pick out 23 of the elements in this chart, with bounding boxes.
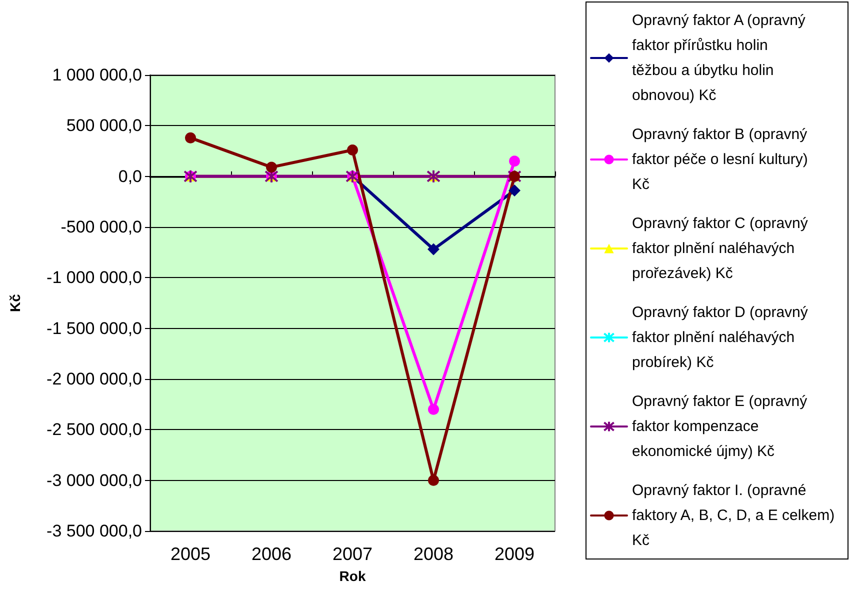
y-tick-label: -3 000 000,0 <box>46 470 142 490</box>
y-tick-label: -1 500 000,0 <box>46 318 142 338</box>
y-tick-label: -3 500 000,0 <box>46 522 142 540</box>
x-tick-label: 2007 <box>332 544 373 564</box>
legend-label: Opravný faktor E (opravný faktor kompenzace ekonomické újmy) Kč <box>632 393 812 460</box>
legend-label: Opravný faktor I. (opravné faktory A, B, C, D, a E celkem) Kč <box>632 482 839 549</box>
x-tick-label: 2005 <box>170 544 211 564</box>
y-tick-label: 1 000 000,0 <box>52 66 142 84</box>
legend-label: Opravný faktor C (opravný faktor plnění naléhavých prořezávek) Kč <box>632 215 812 282</box>
y-tick-label: -2 000 000,0 <box>46 370 142 388</box>
y-tick-label: 0,0 <box>118 166 142 186</box>
x-axis-title: Rok <box>339 568 366 584</box>
y-tick-label: -500 000,0 <box>60 218 142 236</box>
y-tick-label: 500 000,0 <box>66 116 142 136</box>
y-tick-label: -1 000 000,0 <box>46 268 142 288</box>
y-tick-label: -2 500 000,0 <box>46 420 142 440</box>
legend-label: Opravný faktor A (opravný faktor přírůstku holin těžbou a úbytku holin obnovou) Kč <box>632 12 810 104</box>
x-tick-label: 2008 <box>413 544 454 564</box>
y-axis-title: Kč <box>7 294 23 312</box>
x-tick-label: 2009 <box>494 544 535 564</box>
legend-label: Opravný faktor D (opravný faktor plnění naléhavých probírek) Kč <box>632 304 812 371</box>
x-tick-label: 2006 <box>251 544 292 564</box>
legend-label: Opravný faktor B (opravný faktor péče o lesní kultury) Kč <box>632 126 812 193</box>
